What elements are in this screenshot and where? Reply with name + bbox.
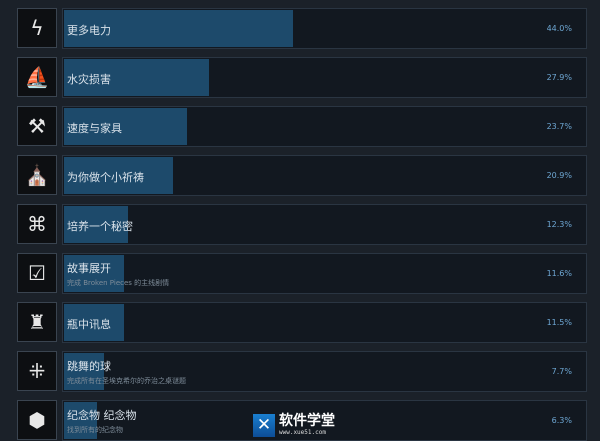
progress-fill (64, 157, 173, 194)
achievement-description: 找到所有的纪念物 (67, 426, 123, 434)
map-icon: ⌘ (17, 204, 57, 244)
hammer-icon: ⚒ (17, 106, 57, 146)
broken-pieces-logo-icon: ☑ (17, 253, 57, 293)
progress-fill (64, 353, 105, 390)
progress-bar: 培养一个秘密 12.3% (62, 204, 587, 245)
achievement-percent: 20.9% (546, 171, 572, 180)
achievement-row[interactable]: ☑ 故事展开完成 Broken Pieces 的主线剧情 11.6% (17, 253, 587, 294)
progress-fill (64, 206, 129, 243)
achievement-row[interactable]: ⌘ 培养一个秘密 12.3% (17, 204, 587, 245)
achievement-row[interactable]: ⛵ 水灾损害 27.9% (17, 57, 587, 98)
achievement-percent: 12.3% (546, 220, 572, 229)
achievement-title: 纪念物 纪念物 (67, 409, 137, 422)
achievement-row[interactable]: ♜ 瓶中讯息 11.5% (17, 302, 587, 343)
progress-fill (64, 108, 188, 145)
progress-fill (64, 255, 125, 292)
achievement-row[interactable]: ⁜ 跳舞的球完成所有在圣埃克希尔的乔治之桌谜题 7.7% (17, 351, 587, 392)
progress-fill (64, 10, 294, 47)
progress-bar: 更多电力 44.0% (62, 8, 587, 49)
progress-fill (64, 59, 210, 96)
church-icon: ⛪ (17, 155, 57, 195)
watermark-url: www.xue51.com (279, 429, 326, 436)
achievement-percent: 6.3% (551, 416, 572, 425)
progress-bar: 跳舞的球完成所有在圣埃克希尔的乔治之桌谜题 7.7% (62, 351, 587, 392)
progress-bar: 水灾损害 27.9% (62, 57, 587, 98)
progress-bar: 为你做个小祈祷 20.9% (62, 155, 587, 196)
achievement-description: 完成所有在圣埃克希尔的乔治之桌谜题 (67, 377, 186, 385)
achievement-title: 瓶中讯息 (67, 318, 111, 331)
puzzle-icon: ⁜ (17, 351, 57, 391)
watermark: ✕ 软件学堂 www.xue51.com (253, 414, 335, 437)
achievement-row[interactable]: ⚒ 速度与家具 23.7% (17, 106, 587, 147)
cube-icon: ⬢ (17, 400, 57, 440)
achievement-title: 跳舞的球 (67, 360, 111, 373)
achievement-percent: 11.5% (546, 318, 572, 327)
achievement-title: 水灾损害 (67, 73, 111, 86)
achievement-percent: 7.7% (551, 367, 572, 376)
progress-bar: 速度与家具 23.7% (62, 106, 587, 147)
progress-bar: 瓶中讯息 11.5% (62, 302, 587, 343)
achievement-title: 故事展开 (67, 262, 111, 275)
achievement-row[interactable]: ⬢ 纪念物 纪念物找到所有的纪念物 6.3% (17, 400, 587, 441)
achievement-description: 完成 Broken Pieces 的主线剧情 (67, 279, 170, 287)
achievement-percent: 23.7% (546, 122, 572, 131)
lightning-icon: ϟ (17, 8, 57, 48)
watermark-logo-icon: ✕ (253, 414, 275, 437)
achievement-row[interactable]: ⛪ 为你做个小祈祷 20.9% (17, 155, 587, 196)
achievement-percent: 44.0% (546, 24, 572, 33)
achievement-title: 速度与家具 (67, 122, 122, 135)
achievement-percent: 27.9% (546, 73, 572, 82)
lighthouse-icon: ♜ (17, 302, 57, 342)
progress-bar: 故事展开完成 Broken Pieces 的主线剧情 11.6% (62, 253, 587, 294)
achievement-row[interactable]: ϟ 更多电力 44.0% (17, 8, 587, 49)
progress-fill (64, 304, 124, 341)
boat-icon: ⛵ (17, 57, 57, 97)
achievement-percent: 11.6% (546, 269, 572, 278)
progress-fill (64, 402, 97, 439)
achievement-title: 为你做个小祈祷 (67, 171, 144, 184)
progress-bar: 纪念物 纪念物找到所有的纪念物 6.3% (62, 400, 587, 441)
watermark-name: 软件学堂 (279, 413, 335, 429)
achievement-title: 更多电力 (67, 24, 111, 37)
achievement-title: 培养一个秘密 (67, 220, 133, 233)
